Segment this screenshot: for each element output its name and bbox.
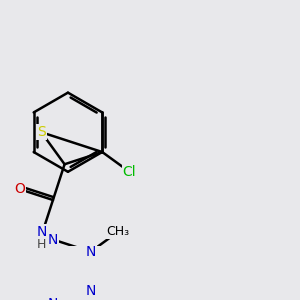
Text: N: N	[85, 284, 96, 298]
Text: H: H	[37, 238, 46, 251]
Text: N: N	[48, 232, 58, 247]
Text: N: N	[85, 245, 96, 259]
Text: N: N	[48, 297, 58, 300]
Text: N: N	[36, 225, 46, 239]
Text: Cl: Cl	[123, 165, 136, 179]
Text: O: O	[14, 182, 25, 196]
Text: CH₃: CH₃	[106, 225, 130, 239]
Text: S: S	[37, 125, 46, 139]
